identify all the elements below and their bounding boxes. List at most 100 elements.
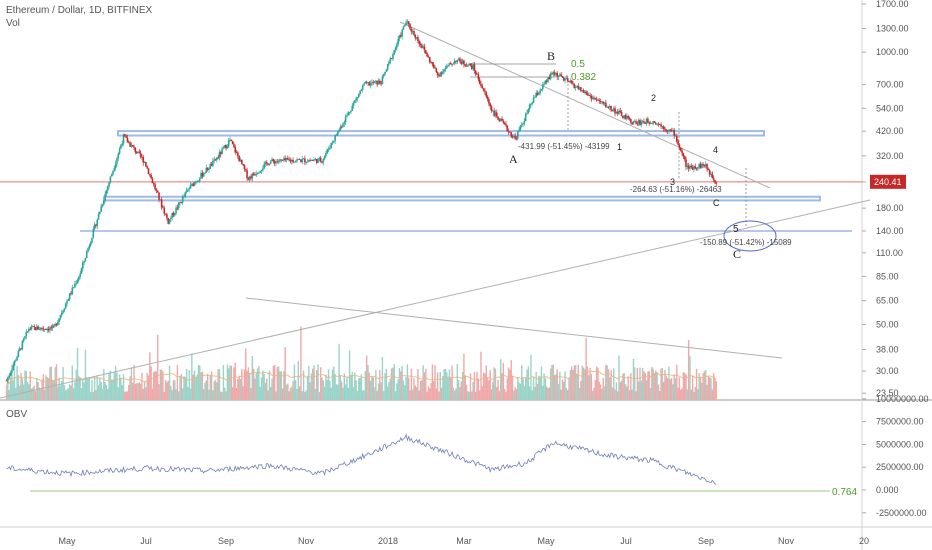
volume-bar [241,369,243,400]
candle-body [410,28,413,32]
candle-body [623,115,626,118]
candle-body [379,80,381,84]
volume-bar [95,390,97,400]
volume-bar [454,390,456,400]
volume-bar [189,388,192,400]
volume-bar [388,381,390,400]
wave-label: C [713,198,720,208]
volume-bar [390,368,393,400]
candle-body [201,172,204,177]
volume-bar [359,377,361,400]
last-price-badge [870,174,906,189]
candle-body [679,148,682,151]
volume-bar [117,387,119,400]
candle-body [703,164,706,167]
candle-body [551,73,553,75]
candle-body [120,145,122,149]
volume-bar [422,365,424,400]
volume-bar [492,382,494,400]
volume-bar [465,384,468,400]
candle-body [63,308,66,311]
volume-bar [184,376,187,400]
candle-body [591,97,594,100]
candle-body [486,96,489,100]
obv-tick-label: 7500000.00 [876,417,924,427]
candle-body [682,153,685,157]
candle-body [430,62,432,63]
candle-body [481,86,484,89]
volume-bar [636,368,639,400]
volume-bar [225,391,227,400]
candle-body [543,83,545,85]
volume-bar [210,371,213,400]
candle-body [411,31,414,32]
downtrend-line [399,21,771,189]
candle-body [95,224,97,226]
candle-body [624,115,627,119]
volume-bar [443,369,445,400]
candle-body [85,251,88,258]
volume-bar [238,375,240,400]
price-tick-label: 38.00 [876,345,899,355]
volume-bar [598,382,600,400]
candle-body [305,161,308,163]
volume-bar [611,387,614,400]
candle-body [598,100,601,102]
candle-body [540,89,543,91]
volume-bar [230,365,232,400]
candle-body [158,192,160,200]
candle-body [610,105,612,111]
candle-body [170,218,172,220]
volume-bar [383,391,385,400]
volume-bar [665,376,667,400]
volume-bar [429,388,431,400]
volume-bar [657,384,660,400]
candle-body [35,326,38,331]
volume-bar [226,364,229,400]
volume-bar [582,367,585,400]
candle-body [143,162,146,163]
volume-bar [30,388,33,400]
volume-bar [260,377,263,400]
volume-bar [179,376,181,400]
volume-bar [477,378,480,400]
candle-body [110,174,113,177]
volume-bar [360,374,363,400]
candle-body [260,170,263,172]
volume-bar [103,369,105,400]
candle-body [371,82,373,84]
volume-bar [513,390,515,400]
volume-bar [451,365,453,400]
wave-label: 5 [733,224,739,235]
volume-bar [601,388,603,400]
volume-bar [610,370,612,400]
measure-label: -431.99 (-51.45%) -43199 [518,142,610,151]
candle-body [210,164,213,166]
volume-bar [344,384,347,400]
volume-bar [50,366,52,400]
candle-body [585,91,587,94]
candle-body [130,145,133,147]
candle-body [195,182,197,184]
obv-tick-label: 5000000.00 [876,439,924,449]
candle-body [549,73,552,80]
candle-body [296,159,298,161]
volume-bar [57,386,59,400]
candle-body [280,159,283,161]
candle-body [384,71,386,75]
volume-bar [406,364,409,400]
volume-bar [497,379,499,400]
volume-bar [605,364,607,400]
candle-body [415,37,418,39]
volume-bar [578,387,581,400]
volume-bar [108,372,110,400]
price-tick-label: 1700.00 [876,0,909,9]
candle-body [54,323,56,326]
candle-body [686,165,689,167]
candle-body [708,170,711,175]
volume-bar [472,382,474,400]
volume-bar [67,388,70,400]
candle-body [51,325,54,329]
volume-bar [496,387,498,400]
